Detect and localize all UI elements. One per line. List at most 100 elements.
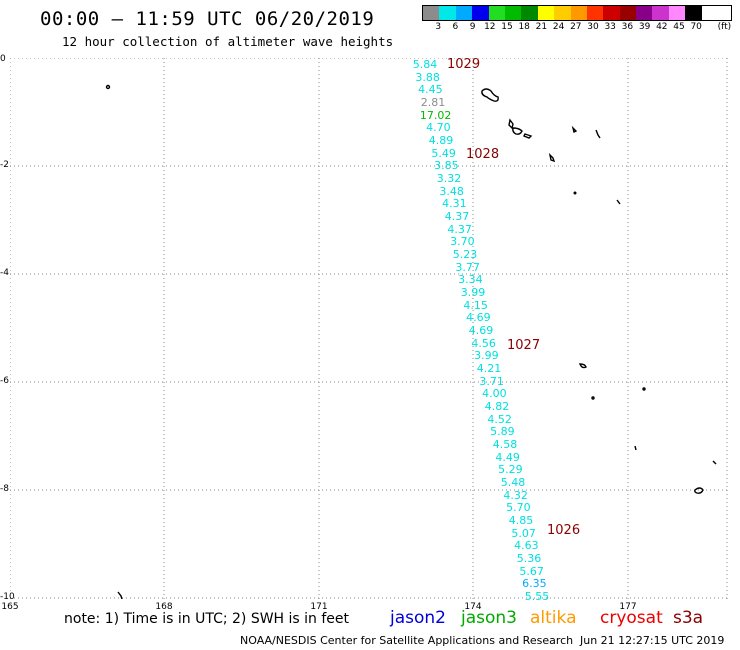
wave-height-obs: 3.99 xyxy=(460,286,486,299)
x-axis-label-1: 168 xyxy=(155,602,173,612)
sat-label-cryosat: cryosat xyxy=(600,608,663,628)
legend-tick-label: 3 xyxy=(435,22,442,32)
legend-swatch xyxy=(537,6,555,20)
wave-height-obs: 4.52 xyxy=(487,412,512,426)
map-area xyxy=(10,58,728,599)
wave-height-obs: 3.88 xyxy=(415,70,440,84)
wave-height-obs: 5.84 xyxy=(412,58,438,71)
wave-height-obs: 4.85 xyxy=(508,514,534,527)
wave-height-obs: 4.69 xyxy=(468,324,494,337)
wave-height-obs: 5.70 xyxy=(506,501,531,515)
color-legend: 3 6 9 12 15 18 21 24 27 30 33 36 39 42 45 70 (ft) xyxy=(422,5,732,33)
legend-tick-label: 36 xyxy=(621,22,634,32)
legend-tick-label: 33 xyxy=(604,22,616,32)
wave-height-obs: 3.34 xyxy=(458,273,483,287)
wave-height-obs: 4.21 xyxy=(476,362,502,375)
x-axis-label-0: 165 xyxy=(1,602,19,612)
pressure-label-1027: 1027 xyxy=(507,338,541,353)
sat-label-jason2: jason2 xyxy=(390,608,446,628)
legend-swatch xyxy=(636,6,653,20)
chart-subtitle: 12 hour collection of altimeter wave hei… xyxy=(62,34,394,49)
island-outlines xyxy=(105,84,717,599)
legend-swatch xyxy=(685,6,702,20)
legend-swatch xyxy=(586,6,604,20)
wave-height-obs: 4.82 xyxy=(484,400,510,413)
wave-height-obs: 4.37 xyxy=(444,210,470,223)
x-axis-label-3: 174 xyxy=(464,602,482,612)
wave-height-obs: 4.56 xyxy=(471,336,496,350)
legend-swatch xyxy=(423,6,440,20)
y-axis-label-0: 0 xyxy=(0,54,6,64)
wave-height-obs: 5.36 xyxy=(516,552,542,565)
map-grid xyxy=(10,58,728,599)
wave-height-obs: 4.31 xyxy=(442,197,467,211)
legend-tick-label: 30 xyxy=(587,22,599,32)
legend-swatch xyxy=(570,6,587,20)
footer-credit: NOAA/NESDIS Center for Satellite Applica… xyxy=(240,634,574,647)
wave-height-obs: 4.70 xyxy=(426,121,451,135)
legend-swatch xyxy=(603,6,620,20)
legend-swatch xyxy=(668,6,686,20)
legend-tick-label: 21 xyxy=(535,22,548,32)
legend-tick-label: 9 xyxy=(469,22,476,32)
wave-height-obs: 5.89 xyxy=(490,425,515,439)
wave-height-obs: 5.29 xyxy=(498,463,523,477)
footer-timestamp: Jun 21 12:27:15 UTC 2019 xyxy=(580,634,725,647)
wave-height-obs: 4.63 xyxy=(514,539,539,553)
legend-tick-label: 18 xyxy=(518,22,530,32)
wave-height-obs: 3.85 xyxy=(434,159,459,173)
y-axis-label-1: -2 xyxy=(0,160,9,170)
wave-height-obs: 17.02 xyxy=(419,108,452,122)
sat-label-altika: altika xyxy=(530,608,577,628)
legend-tick-labels: 3 6 9 12 15 18 21 24 27 30 33 36 39 42 45 70 (ft) xyxy=(422,21,732,33)
y-axis-label-3: -6 xyxy=(0,376,9,386)
wave-height-obs: 4.32 xyxy=(503,488,528,502)
legend-tick-label: 39 xyxy=(638,22,651,32)
legend-swatch xyxy=(455,6,473,20)
wave-height-obs: 4.89 xyxy=(428,134,454,147)
legend-swatch xyxy=(439,6,456,20)
legend-tick-label: 42 xyxy=(656,22,668,32)
wave-height-obs: 3.70 xyxy=(450,235,475,249)
pressure-label-1029: 1029 xyxy=(447,57,481,72)
legend-swatch xyxy=(521,6,538,20)
legend-tick-label: 24 xyxy=(552,22,565,32)
wave-height-obs: 4.69 xyxy=(466,311,491,325)
wave-height-obs: 5.23 xyxy=(452,248,478,261)
wave-height-obs: 5.55 xyxy=(524,590,550,603)
legend-unit: (ft) xyxy=(717,22,732,32)
legend-color-bar xyxy=(422,5,732,21)
sat-label-s3a: s3a xyxy=(673,608,704,628)
wave-height-obs: 4.15 xyxy=(463,298,488,312)
y-axis-label-4: -8 xyxy=(0,484,9,494)
x-axis-label-4: 177 xyxy=(619,602,637,612)
wave-height-obs: 3.71 xyxy=(479,374,504,388)
wave-height-obs: 2.81 xyxy=(420,96,446,109)
wave-height-obs: 3.48 xyxy=(439,184,464,198)
wave-height-obs: 4.58 xyxy=(492,438,518,451)
legend-swatch xyxy=(472,6,489,20)
wave-height-obs: 6.35 xyxy=(522,577,547,591)
wave-height-obs: 5.07 xyxy=(511,526,536,540)
legend-swatch xyxy=(504,6,522,20)
wave-height-obs: 4.37 xyxy=(447,222,472,236)
wave-height-obs: 5.49 xyxy=(431,146,456,160)
wave-height-obs: 4.49 xyxy=(495,450,520,464)
pressure-label-1026: 1026 xyxy=(547,523,581,538)
legend-tick-label: 12 xyxy=(484,22,496,32)
legend-swatch xyxy=(488,6,505,20)
y-axis-label-5: -10 xyxy=(0,592,15,602)
wave-height-obs: 5.67 xyxy=(519,564,544,578)
legend-swatch xyxy=(619,6,637,20)
wave-height-obs: 5.48 xyxy=(500,476,526,489)
wave-height-obs: 3.77 xyxy=(455,260,480,274)
pressure-label-1028: 1028 xyxy=(466,147,500,162)
wave-height-obs: 4.00 xyxy=(482,387,507,401)
legend-tick-label: 45 xyxy=(673,22,685,32)
chart-title: 00:00 – 11:59 UTC 06/20/2019 xyxy=(40,8,375,30)
footnote: note: 1) Time is in UTC; 2) SWH is in fe… xyxy=(64,611,350,627)
wave-height-obs: 3.32 xyxy=(436,172,462,185)
wave-height-obs: 4.45 xyxy=(418,83,443,97)
legend-tick-label: 6 xyxy=(452,22,459,32)
legend-tick-label: 27 xyxy=(570,22,582,32)
